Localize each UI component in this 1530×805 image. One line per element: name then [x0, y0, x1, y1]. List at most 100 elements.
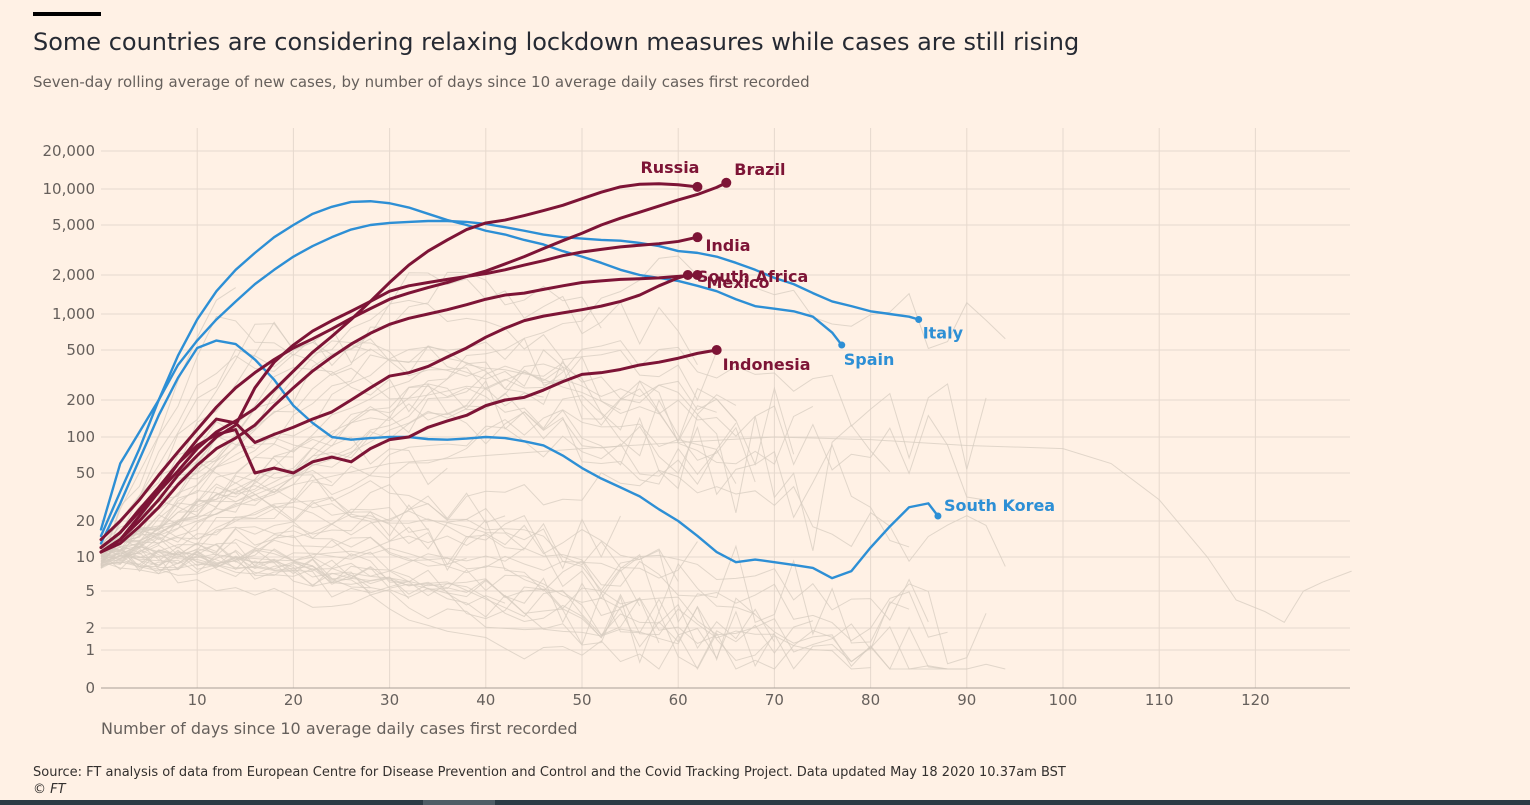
background-country-line — [100, 543, 948, 670]
x-tick-label: 60 — [669, 691, 688, 709]
grid — [101, 128, 1350, 688]
y-tick-label: 5,000 — [52, 216, 95, 234]
y-tick-label: 200 — [66, 391, 95, 409]
background-country-line — [100, 425, 737, 552]
x-tick-label: 70 — [765, 691, 784, 709]
series-label-south-korea: South Korea — [944, 496, 1055, 515]
ft-top-rule — [33, 12, 101, 16]
series-end-dot-spain — [838, 341, 846, 349]
series-end-dot-south-korea — [934, 512, 942, 520]
background-country-line — [100, 345, 795, 545]
y-tick-label: 1,000 — [52, 305, 95, 323]
background-country-line — [100, 546, 775, 650]
series-end-dot-russia — [692, 181, 703, 192]
series-line-brazil — [99, 181, 728, 542]
series-end-dot-india — [692, 232, 703, 243]
background-country-line — [100, 469, 1006, 567]
y-tick-label: 5 — [85, 582, 95, 600]
background-country-line — [100, 513, 525, 560]
background-country-line — [100, 436, 1352, 624]
series-label-spain: Spain — [844, 350, 895, 369]
background-country-line — [100, 299, 718, 563]
background-country-line — [100, 546, 717, 644]
x-tick-label: 90 — [957, 691, 976, 709]
x-tick-label: 10 — [188, 691, 207, 709]
series-line-south-korea — [99, 339, 940, 580]
background-country-line — [100, 497, 987, 665]
x-tick-label: 120 — [1241, 691, 1270, 709]
series-line-mexico — [99, 273, 699, 554]
x-tick-label: 40 — [476, 691, 495, 709]
series-line-south-africa — [99, 273, 690, 554]
series-line-italy — [99, 219, 920, 531]
background-country-line — [100, 561, 506, 606]
axes: 20,00010,0005,0002,0001,0005002001005020… — [43, 142, 1350, 738]
x-tick-label: 20 — [284, 691, 303, 709]
series-end-dot-south-africa — [682, 270, 693, 280]
background-country-line — [100, 315, 371, 566]
background-country-line — [100, 353, 544, 546]
background-country-line — [100, 383, 910, 562]
series-line-spain — [99, 200, 843, 538]
background-country-line — [100, 556, 1006, 670]
y-tick-label: 20,000 — [43, 142, 96, 160]
background-country-line — [100, 409, 737, 562]
series-end-dot-indonesia — [711, 345, 722, 355]
background-country-line — [100, 403, 718, 552]
background-country-line — [100, 340, 814, 545]
chart-footer: Source: FT analysis of data from Europea… — [33, 764, 1066, 798]
chart-svg: 20,00010,0005,0002,0001,0005002001005020… — [43, 128, 1352, 738]
bottom-tab — [423, 800, 495, 805]
background-country-line — [100, 536, 910, 653]
background-country-line — [100, 337, 621, 558]
background-country-line — [100, 340, 987, 559]
background-country-line — [100, 255, 1006, 565]
y-tick-label: 10 — [76, 548, 95, 566]
background-country-line — [100, 548, 929, 623]
series-label-mexico: Mexico — [706, 273, 769, 292]
series-labels: Italy Spain South Korea Russia Brazil India Me… — [640, 158, 1055, 515]
y-tick-label: 500 — [66, 341, 95, 359]
background-country-line — [100, 490, 756, 615]
background-country-line — [100, 552, 871, 671]
background-country-line — [100, 482, 641, 607]
y-tick-label: 20 — [76, 512, 95, 530]
series-line-indonesia — [99, 348, 719, 550]
series-label-indonesia: Indonesia — [723, 355, 811, 374]
background-country-line — [100, 546, 967, 670]
x-tick-label: 100 — [1049, 691, 1078, 709]
series-lines — [99, 177, 942, 580]
series-label-india: India — [705, 236, 750, 255]
browser-bottom-strip — [0, 800, 1530, 805]
y-tick-label: 2 — [85, 619, 95, 637]
x-tick-label: 80 — [861, 691, 880, 709]
series-label-russia: Russia — [640, 158, 699, 177]
series-end-dot-mexico — [692, 270, 703, 280]
source-note: Source: FT analysis of data from Europea… — [33, 765, 1066, 780]
y-tick-label: 50 — [76, 464, 95, 482]
copyright: © FT — [33, 782, 66, 797]
chart-subtitle: Seven-day rolling average of new cases, … — [33, 73, 810, 91]
background-country-line — [100, 524, 679, 582]
chart-title: Some countries are considering relaxing … — [33, 28, 1080, 56]
background-lines — [100, 255, 1352, 671]
series-label-italy: Italy — [923, 323, 964, 342]
background-country-line — [100, 362, 737, 568]
background-country-line — [100, 483, 506, 551]
series-line-india — [99, 235, 699, 554]
x-tick-label: 50 — [572, 691, 591, 709]
background-country-line — [100, 547, 948, 642]
y-tick-label: 1 — [85, 641, 95, 659]
x-axis-label: Number of days since 10 average daily ca… — [101, 719, 577, 738]
y-tick-label: 0 — [85, 679, 95, 697]
series-end-dot-italy — [915, 315, 923, 323]
y-tick-label: 10,000 — [43, 180, 96, 198]
series-end-dot-brazil — [721, 177, 732, 188]
y-tick-label: 2,000 — [52, 266, 95, 284]
background-country-line — [100, 526, 467, 567]
y-tick-label: 100 — [66, 428, 95, 446]
x-tick-label: 30 — [380, 691, 399, 709]
series-label-brazil: Brazil — [734, 160, 785, 179]
series-line-russia — [99, 182, 699, 550]
series-label-south-africa: South Africa — [697, 267, 809, 286]
